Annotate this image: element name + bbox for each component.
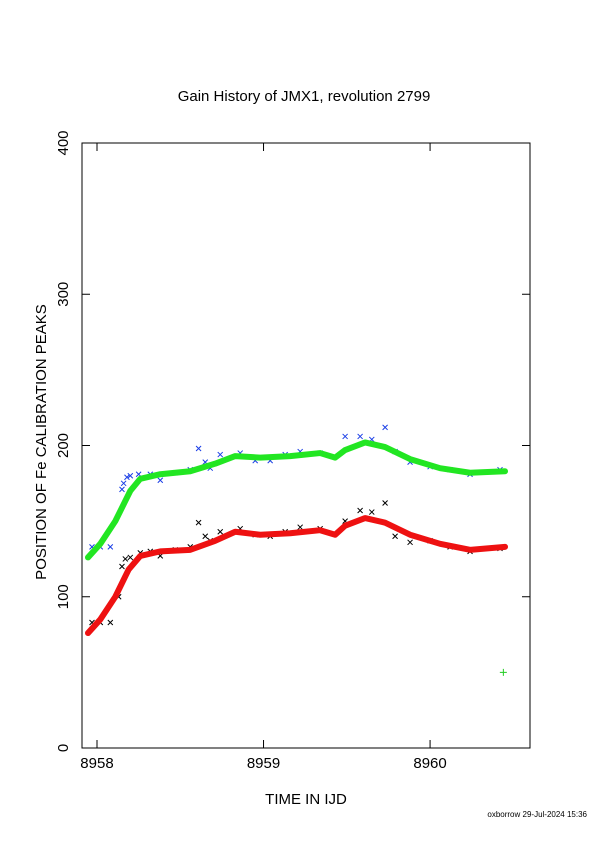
x-tick-label: 8958 xyxy=(80,755,113,772)
x-marker xyxy=(368,509,375,515)
x-marker xyxy=(107,619,114,626)
x-marker xyxy=(382,500,388,506)
x-marker xyxy=(382,424,388,431)
x-marker xyxy=(357,433,363,440)
y-tick-label: 0 xyxy=(55,744,72,752)
x-marker xyxy=(342,433,348,440)
x-marker xyxy=(127,472,134,479)
x-marker xyxy=(217,451,224,458)
x-marker xyxy=(297,524,304,531)
x-axis-label: TIME IN IJD xyxy=(265,791,347,808)
x-marker xyxy=(127,554,134,561)
x-marker xyxy=(195,519,202,526)
x-marker xyxy=(124,474,130,481)
x-marker xyxy=(120,480,127,487)
chart-title: Gain History of JMX1, revolution 2799 xyxy=(178,88,431,105)
fit-line xyxy=(84,439,509,561)
x-marker xyxy=(202,533,209,540)
x-marker xyxy=(407,539,413,546)
x-marker xyxy=(122,556,129,562)
x-tick-label: 8960 xyxy=(413,755,446,772)
footer: oxborrow 29-Jul-2024 15:36 xyxy=(487,810,587,819)
x-marker xyxy=(157,477,164,484)
y-tick-label: 300 xyxy=(55,282,72,307)
x-marker xyxy=(357,507,363,514)
fit-line xyxy=(84,515,509,637)
x-marker xyxy=(119,486,125,493)
y-tick-label: 100 xyxy=(55,584,72,609)
x-tick-label: 8959 xyxy=(247,755,280,772)
x-marker xyxy=(119,563,125,570)
y-tick-label: 400 xyxy=(55,130,72,155)
x-marker xyxy=(107,543,114,550)
y-tick-label: 200 xyxy=(55,433,72,458)
x-marker xyxy=(195,445,202,452)
plus-marker xyxy=(499,668,507,676)
y-axis-label: POSITION OF Fe CALIBRATION PEAKS xyxy=(33,304,50,580)
x-marker xyxy=(217,528,224,535)
x-marker xyxy=(392,533,398,540)
